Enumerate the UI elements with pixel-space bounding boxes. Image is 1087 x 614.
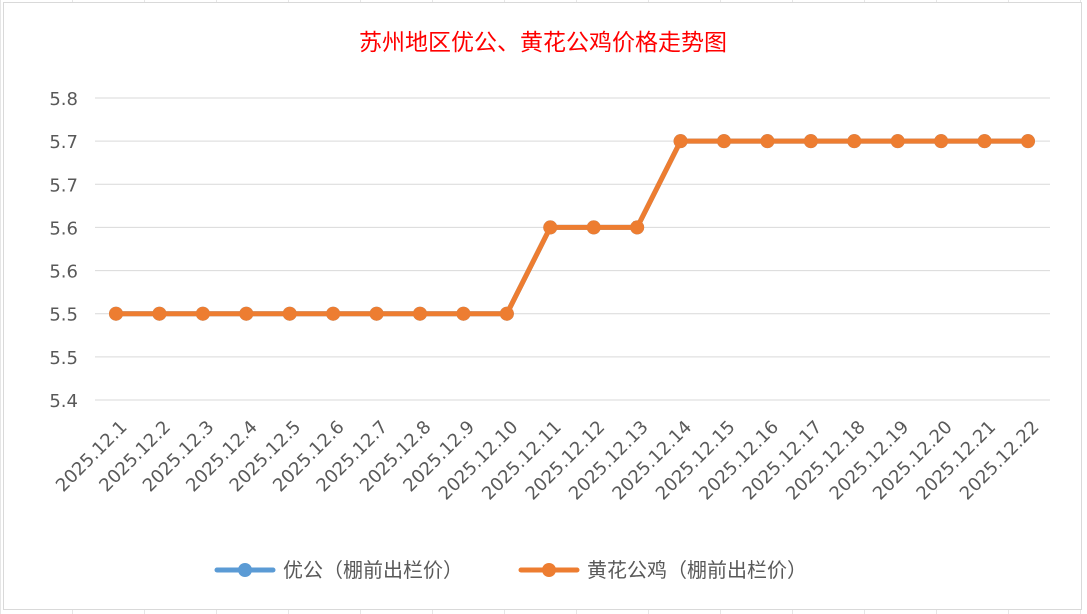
data-point[interactable] — [934, 134, 949, 149]
data-point[interactable] — [630, 220, 645, 235]
data-point[interactable] — [586, 220, 601, 235]
y-tick-label: 5.4 — [49, 391, 78, 412]
data-point[interactable] — [152, 306, 167, 321]
series-line-1[interactable] — [113, 138, 1031, 317]
data-point[interactable] — [195, 306, 210, 321]
data-point[interactable] — [717, 134, 731, 149]
y-tick-label: 5.5 — [49, 348, 78, 369]
y-axis-ticks: 5.8 5.7 5.7 5.6 5.6 5.5 5.5 5.4 — [49, 89, 78, 412]
data-point[interactable] — [499, 306, 514, 321]
y-tick-label: 5.8 — [49, 89, 78, 110]
data-point[interactable] — [456, 306, 471, 321]
y-tick-label: 5.6 — [49, 218, 78, 239]
data-point[interactable] — [977, 134, 992, 149]
chart-area[interactable] — [3, 2, 1082, 610]
data-point[interactable] — [760, 134, 775, 149]
data-point[interactable] — [282, 306, 297, 321]
data-point[interactable] — [890, 134, 905, 149]
x-axis-ticks: 2025.12.12025.12.22025.12.32025.12.42025… — [52, 417, 1044, 505]
data-point[interactable] — [369, 306, 384, 321]
y-tick-label: 5.5 — [49, 305, 78, 326]
y-tick-label: 5.7 — [49, 132, 78, 153]
y-tick-label: 5.7 — [49, 175, 78, 196]
data-point[interactable] — [1021, 134, 1035, 149]
legend-label-1: 黄花公鸡（棚前出栏价） — [587, 558, 807, 582]
data-point[interactable] — [413, 306, 427, 321]
data-point[interactable] — [847, 134, 862, 149]
legend-marker-1 — [542, 563, 556, 577]
y-tick-label: 5.6 — [49, 262, 78, 283]
legend-marker-0 — [238, 563, 252, 577]
data-point[interactable] — [239, 306, 254, 321]
data-point[interactable] — [326, 306, 341, 321]
legend-label-0: 优公（棚前出栏价） — [283, 558, 463, 582]
data-point[interactable] — [109, 306, 123, 321]
data-point[interactable] — [543, 220, 558, 235]
data-point[interactable] — [803, 134, 818, 149]
data-point[interactable] — [673, 134, 688, 149]
chart-title: 苏州地区优公、黄花公鸡价格走势图 — [359, 30, 727, 56]
series-layer — [109, 134, 1035, 321]
legend: 优公（棚前出栏价） 黄花公鸡（棚前出栏价） — [214, 558, 807, 582]
